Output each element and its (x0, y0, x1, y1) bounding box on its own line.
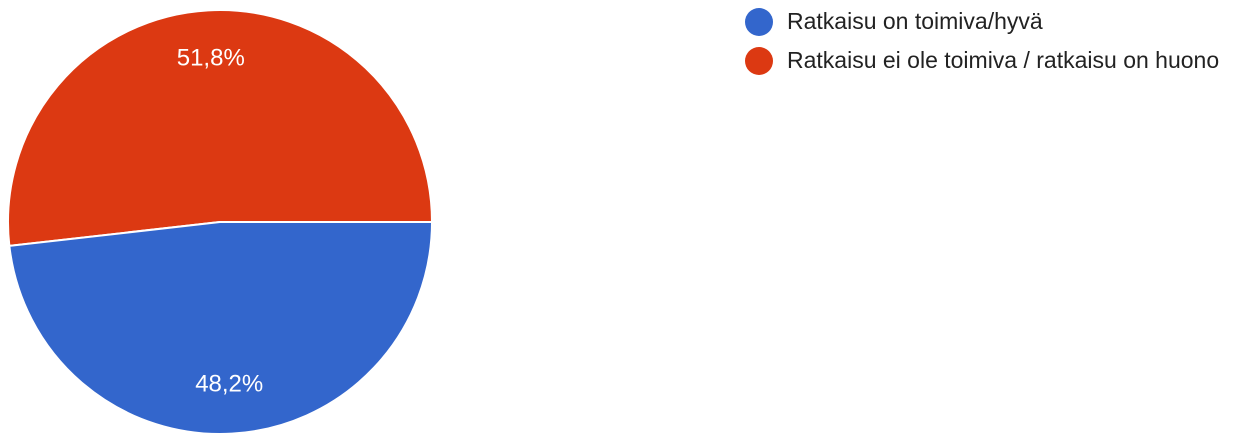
legend-item-ei-toimiva[interactable]: Ratkaisu ei ole toimiva / ratkaisu on hu… (745, 45, 1240, 76)
legend-label-ei-toimiva: Ratkaisu ei ole toimiva / ratkaisu on hu… (787, 47, 1220, 73)
legend-swatch-toimiva (745, 8, 773, 36)
legend-swatch-ei-toimiva (745, 47, 773, 75)
slice-label-0: 51,8% (177, 44, 245, 71)
legend-item-toimiva[interactable]: Ratkaisu on toimiva/hyvä (745, 6, 1240, 37)
legend-label-toimiva: Ratkaisu on toimiva/hyvä (787, 8, 1043, 34)
pie-slice-0[interactable] (7, 9, 434, 248)
chart-legend: Ratkaisu on toimiva/hyvä Ratkaisu ei ole… (745, 6, 1240, 84)
pie-chart: 51,8% 48,2% (7, 9, 434, 435)
pie-slice-1[interactable] (8, 221, 434, 435)
slice-label-1: 48,2% (195, 370, 263, 397)
